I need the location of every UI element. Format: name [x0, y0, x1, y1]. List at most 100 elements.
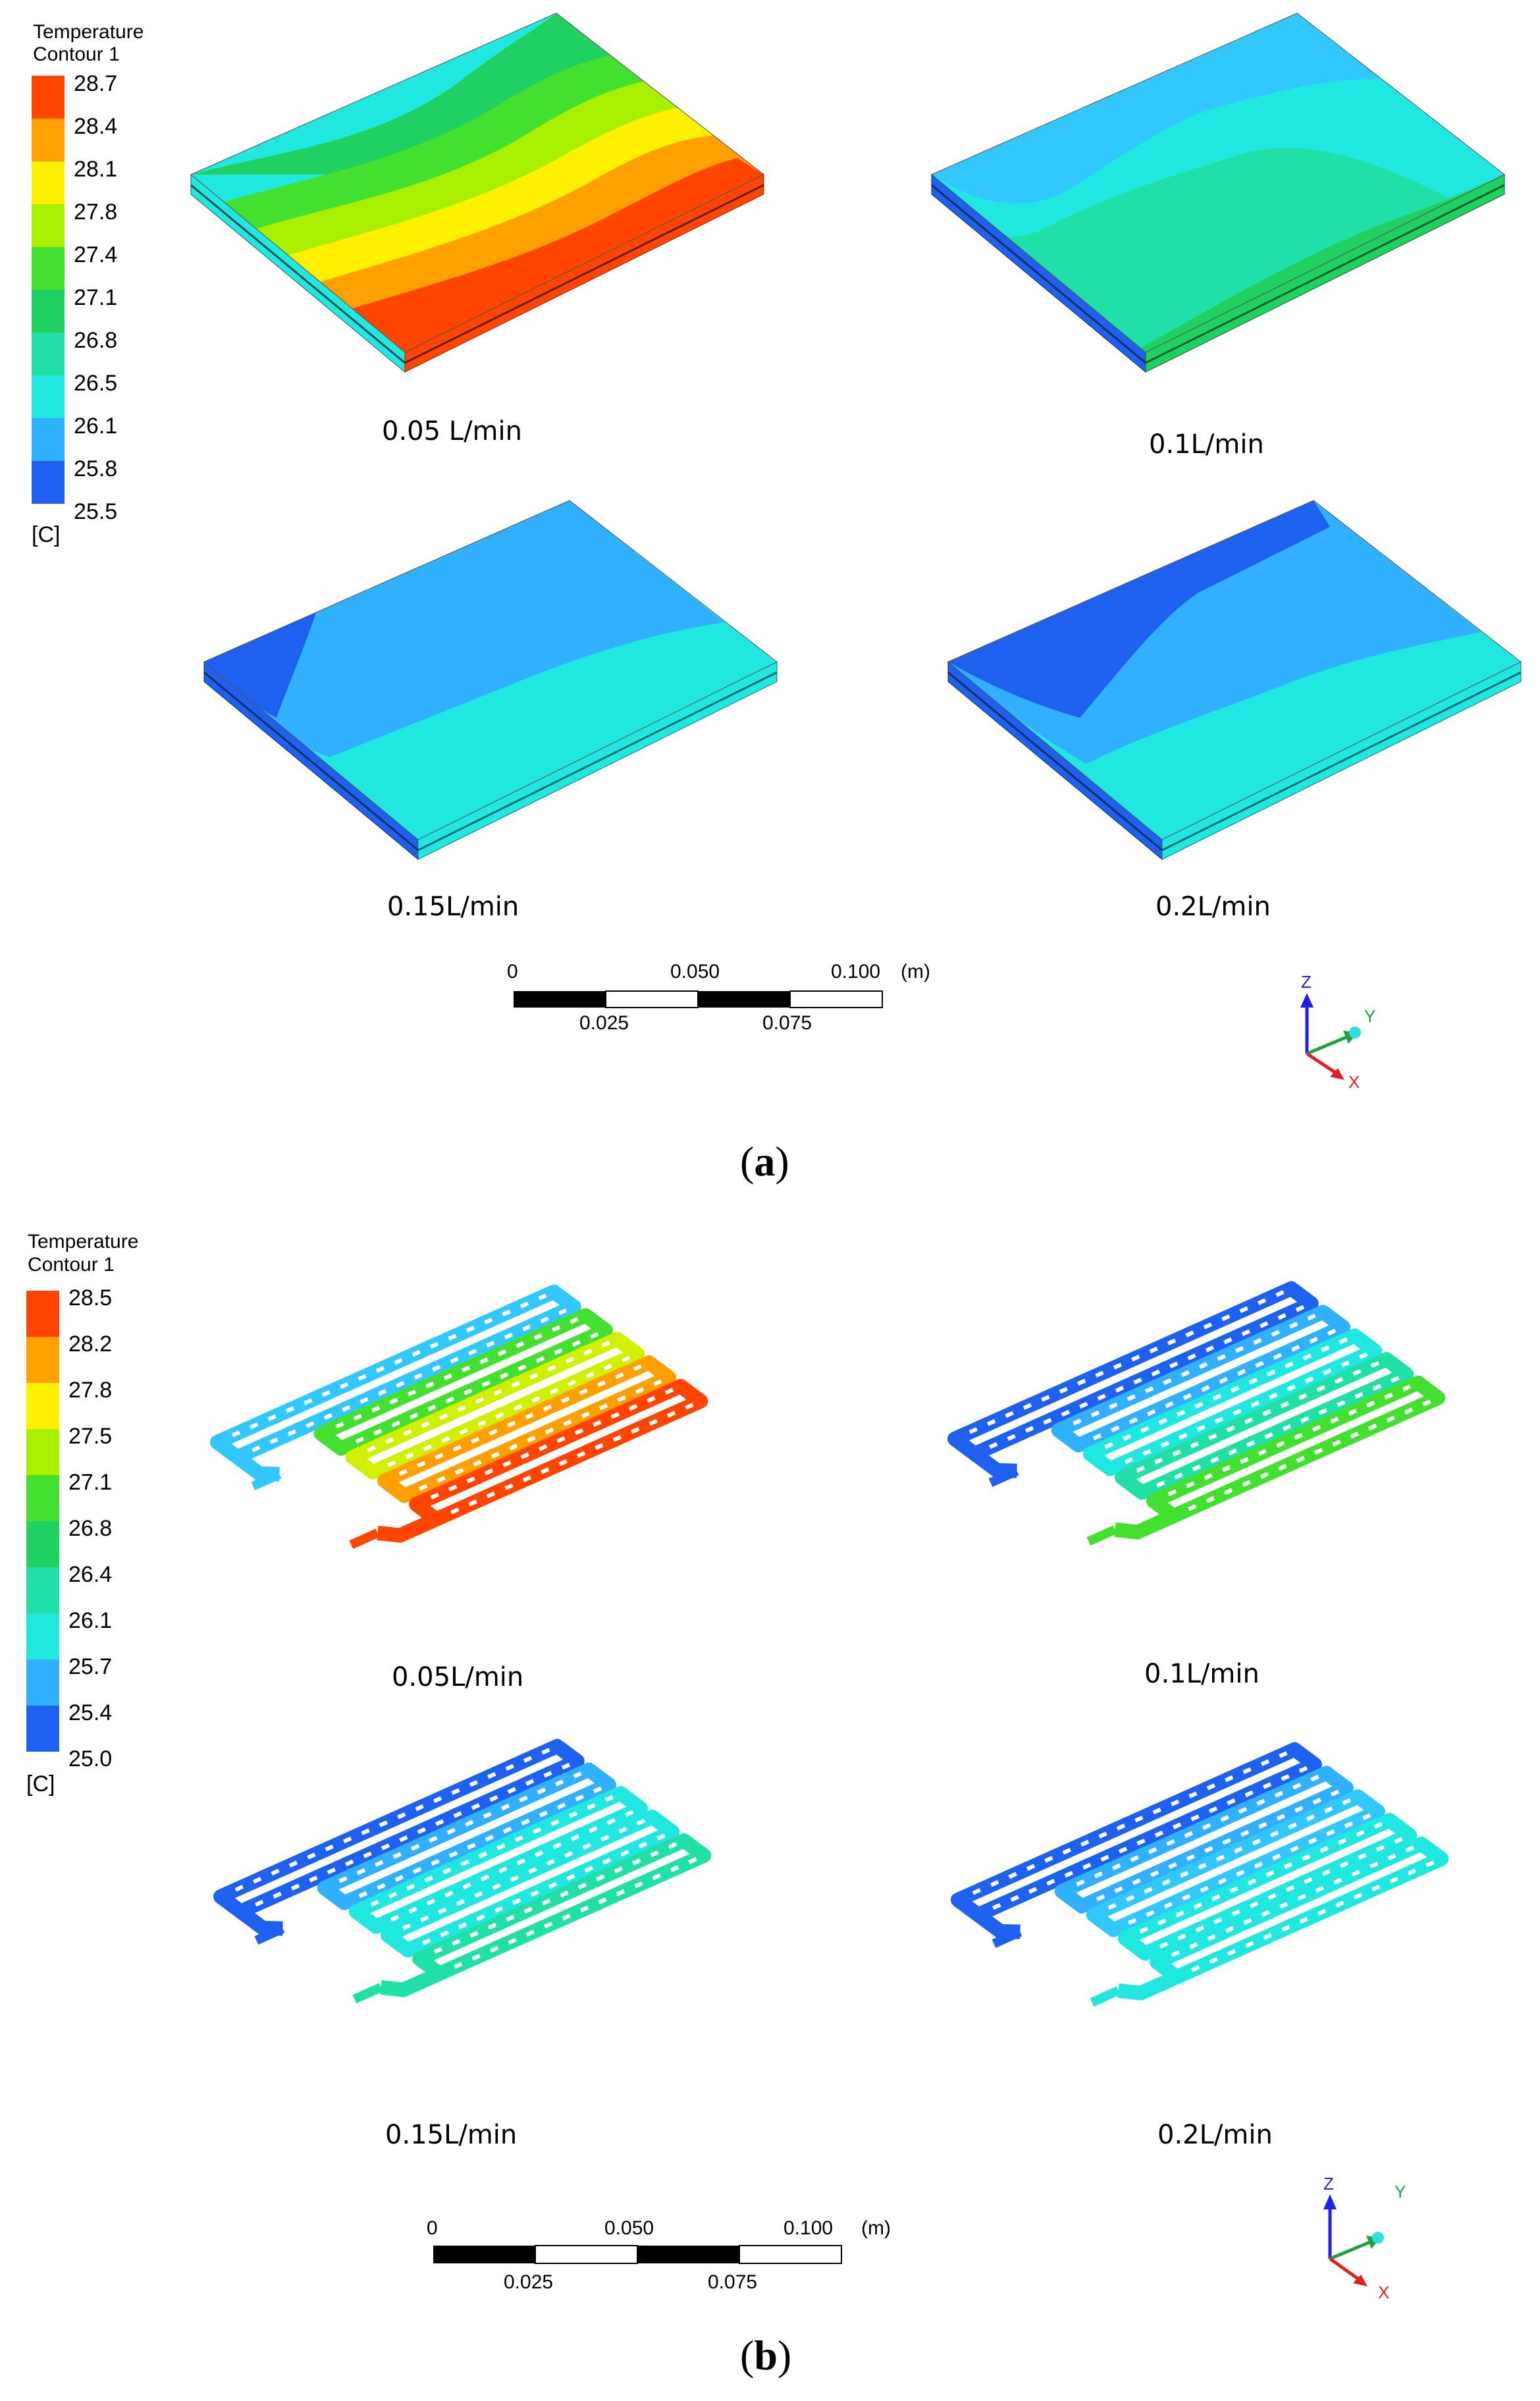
- channel-rib: [504, 1332, 513, 1339]
- channel-rib: [1190, 1442, 1200, 1449]
- channel-rib: [561, 1762, 571, 1770]
- channel-rib: [361, 1828, 370, 1835]
- channel-rib: [1168, 1862, 1177, 1870]
- channel-rib: [1150, 1870, 1159, 1877]
- plate-top-contours: [948, 500, 1521, 840]
- channel-rib: [670, 1865, 679, 1872]
- channel-rib: [1122, 1434, 1132, 1442]
- channel-rib: [1132, 1878, 1141, 1885]
- channel-rib: [477, 1420, 487, 1427]
- channel-rib: [255, 1899, 264, 1907]
- channel-rib: [424, 1875, 434, 1883]
- channel-loop: [1054, 1766, 1354, 1914]
- channel-loop: [345, 1332, 645, 1480]
- channel-rib: [537, 1787, 546, 1794]
- channel-rib: [558, 1459, 568, 1467]
- channel-rib: [628, 1404, 638, 1411]
- channel-rib: [460, 1859, 469, 1867]
- channel-rib: [1170, 1799, 1180, 1806]
- channel-rib: [462, 1882, 471, 1890]
- channel-rib: [416, 1461, 426, 1468]
- channel-rib: [575, 1794, 584, 1802]
- channel-rib: [511, 1381, 520, 1388]
- channel-rib: [577, 1882, 587, 1890]
- channel-rib: [522, 1475, 532, 1482]
- channel-rib: [1192, 1464, 1202, 1472]
- caption: 0.15L/min: [387, 892, 519, 922]
- channel-rib: [1191, 1965, 1200, 1972]
- channel-rib: [1195, 1925, 1205, 1933]
- channel-rib: [1212, 1393, 1222, 1401]
- caption: 0.15L/min: [385, 2120, 517, 2150]
- channel-rib: [1152, 1807, 1161, 1815]
- channel-rib: [462, 1365, 471, 1372]
- legend-color-swatch: [32, 161, 65, 204]
- channel-rib: [1267, 1893, 1277, 1901]
- channel-rib: [530, 1890, 539, 1897]
- channel-rib: [560, 1890, 569, 1898]
- legend-b: Temperature Contour 1 28.5 28.2 27.8 27.…: [26, 1231, 138, 1796]
- channel-rib: [1359, 1352, 1368, 1359]
- channel-rib: [321, 1390, 331, 1397]
- legend-color-swatch: [32, 76, 65, 119]
- channel-rib: [1163, 1902, 1173, 1909]
- channel-loop: [1146, 1375, 1446, 1524]
- inlet-port: [251, 1470, 282, 1490]
- channel-rib: [563, 1419, 572, 1426]
- channel-rib: [549, 1388, 558, 1395]
- channel-rib: [1131, 1355, 1140, 1362]
- channel-rib: [489, 1428, 498, 1436]
- channel-rib: [604, 1794, 614, 1802]
- plate-view-0.2: 0.2L/min: [947, 500, 1522, 922]
- channel-rib: [598, 1403, 608, 1411]
- channel-rib: [610, 1412, 620, 1419]
- channel-rib: [421, 1421, 431, 1428]
- channel-rib: [1204, 1473, 1213, 1480]
- legend-color-swatch: [26, 1429, 59, 1475]
- channel-rib: [507, 1787, 516, 1794]
- channel-rib: [506, 1914, 515, 1922]
- channel-rib: [1358, 1852, 1367, 1860]
- channel-rib: [1281, 1925, 1290, 1932]
- channel-rib: [1026, 1864, 1036, 1871]
- channel-rib: [496, 1843, 506, 1850]
- serpentine-channel: [213, 1739, 712, 2004]
- channel-rib: [345, 1859, 354, 1867]
- channel-rib: [614, 1866, 624, 1874]
- channel-rib: [1375, 1845, 1385, 1852]
- channel-rib: [1028, 1887, 1038, 1894]
- channel-rib: [1306, 1814, 1315, 1821]
- channel-rib: [513, 1403, 523, 1411]
- channel-rib: [566, 1874, 575, 1881]
- channel-rib: [444, 1890, 454, 1898]
- channel-rib: [602, 1858, 612, 1865]
- channel-rib: [554, 1348, 563, 1355]
- channel-rib: [1097, 1393, 1106, 1401]
- channel-rib: [452, 1939, 461, 1946]
- channel-rib: [388, 1891, 398, 1899]
- channel-rib: [356, 1868, 366, 1875]
- channel-rib: [1337, 1838, 1347, 1845]
- channel-rib: [485, 1835, 494, 1842]
- channel-rib: [433, 1947, 443, 1954]
- scale-label: 0.050: [670, 961, 720, 983]
- channel-rib: [1262, 1409, 1271, 1416]
- legend-color-swatch: [26, 1337, 59, 1383]
- channel-rib: [1235, 1345, 1244, 1353]
- channel-rib: [1314, 1447, 1323, 1455]
- channel-rib: [1288, 1822, 1297, 1829]
- channel-rib: [1342, 1798, 1351, 1806]
- channel-rib: [1269, 1830, 1279, 1838]
- channel-rib: [1136, 1465, 1145, 1473]
- channel-rib: [1272, 1853, 1281, 1861]
- channel-rib: [355, 1436, 365, 1444]
- channel-rib: [653, 1379, 662, 1386]
- channel-rib: [1133, 1378, 1142, 1385]
- channel-rib: [1179, 1870, 1189, 1878]
- channel-rib: [650, 1850, 659, 1858]
- channel-rib: [1115, 1386, 1125, 1393]
- channel-rib: [631, 1858, 641, 1866]
- channel-rib: [521, 1818, 530, 1826]
- channel-rib: [441, 1436, 450, 1443]
- channel-rib: [532, 1827, 542, 1835]
